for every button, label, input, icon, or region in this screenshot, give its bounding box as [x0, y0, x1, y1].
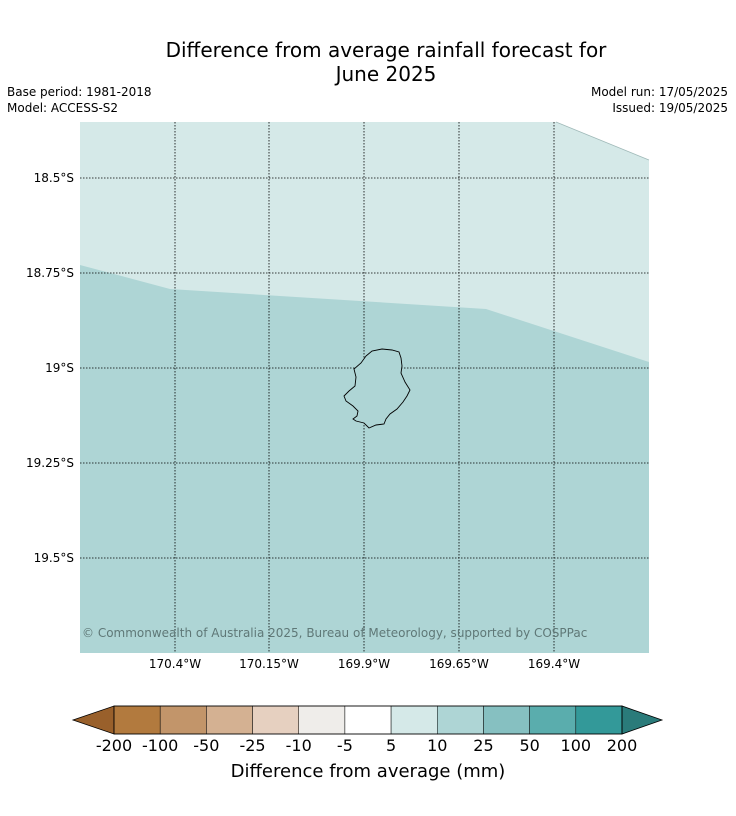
copyright-text: © Commonwealth of Australia 2025, Bureau…: [82, 626, 588, 640]
island-outline: [343, 348, 411, 429]
meta-left: Base period: 1981-2018 Model: ACCESS-S2: [7, 84, 152, 116]
colorbar-box-7: [437, 705, 484, 735]
colorbar-tick-label: 50: [519, 736, 540, 755]
colorbar-tick-label: 25: [473, 736, 494, 755]
colorbar-tick-label: 200: [606, 736, 638, 755]
colorbar-box-0: [113, 705, 161, 735]
colorbar-box-3: [252, 705, 299, 735]
colorbar-tick-label: 10: [427, 736, 448, 755]
colorbar-box-10: [575, 705, 623, 735]
lon-label-169-65: 169.65°W: [429, 657, 489, 671]
lon-label-170-4: 170.4°W: [148, 657, 202, 671]
lat-label-18-5: 18.5°S: [33, 171, 74, 185]
colorbar-tick-label: 100: [560, 736, 592, 755]
lon-label-169-4: 169.4°W: [527, 657, 581, 671]
lon-label-170-15: 170.15°W: [239, 657, 299, 671]
lat-label-19: 19°S: [45, 361, 74, 375]
colorbar-box-6: [390, 705, 438, 735]
colorbar-box-9: [529, 705, 577, 735]
colorbar-box-5: [344, 705, 392, 735]
model-run: Model run: 17/05/2025: [590, 85, 728, 99]
meta-right: Model run: 17/05/2025 Issued: 19/05/2025: [591, 84, 728, 116]
colorbar-extend-low: [71, 705, 115, 735]
colorbar-tick-label: -100: [142, 736, 179, 755]
issued-date: Issued: 19/05/2025: [612, 101, 728, 115]
lat-label-19-5: 19.5°S: [33, 551, 74, 565]
colorbar-tick-label: -25: [239, 736, 266, 755]
base-period: Base period: 1981-2018: [7, 85, 152, 99]
colorbar-box-1: [159, 705, 207, 735]
colorbar-extend-high: [621, 705, 664, 735]
title-line-2: June 2025: [335, 62, 437, 86]
lat-label-18-75: 18.75°S: [26, 266, 74, 280]
title-line-1: Difference from average rainfall forecas…: [165, 38, 607, 62]
colorbar-tick-label: -10: [285, 736, 312, 755]
colorbar-tick-label: -5: [336, 736, 353, 755]
map-region-25-50: [80, 265, 649, 653]
colorbar-title: Difference from average (mm): [230, 761, 506, 782]
lat-label-19-25: 19.25°S: [26, 456, 74, 470]
colorbar: [71, 705, 664, 735]
chart-title: Difference from average rainfall forecas…: [0, 38, 736, 86]
colorbar-box-2: [206, 705, 253, 735]
colorbar-tick-label: -200: [95, 736, 133, 755]
graticule: [80, 122, 649, 653]
colorbar-tick-label: 5: [385, 736, 397, 755]
colorbar-box-8: [483, 705, 530, 735]
colorbar-tick-label: -50: [193, 736, 220, 755]
lon-label-169-9: 169.9°W: [337, 657, 391, 671]
colorbar-box-4: [298, 705, 346, 735]
colorbar-outline: [113, 705, 623, 735]
model-name: Model: ACCESS-S2: [7, 101, 119, 115]
